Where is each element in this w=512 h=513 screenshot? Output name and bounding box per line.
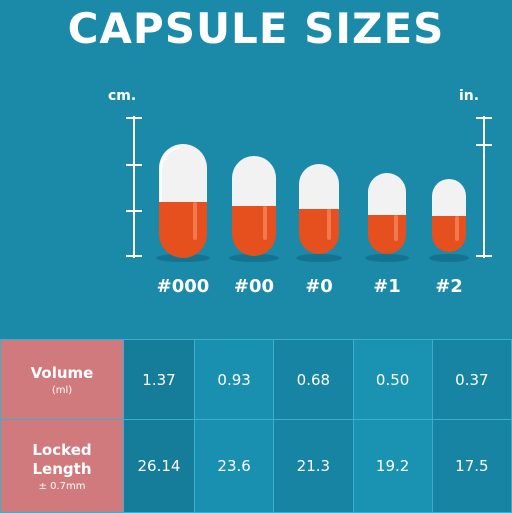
- table-cell: 21.3: [273, 419, 354, 513]
- capsule-1: [365, 173, 409, 262]
- row-label-line2: Length: [32, 459, 92, 478]
- unit-label-in: in.: [459, 88, 480, 104]
- row-header-locked-length: Locked Length ± 0.7mm: [0, 419, 124, 513]
- size-label-00: #00: [233, 276, 275, 297]
- table-cell: 0.50: [352, 339, 433, 420]
- cm-ruler: [126, 116, 142, 258]
- size-label-000: #000: [156, 276, 210, 297]
- capsule-2: [429, 179, 469, 262]
- capsule-00: [229, 156, 279, 262]
- table-cell: 0.37: [431, 339, 512, 420]
- table-cell: 0.93: [193, 339, 275, 420]
- table-cell: 0.68: [273, 339, 354, 420]
- unit-label-cm: cm.: [108, 88, 137, 104]
- capsule-000: [156, 144, 210, 262]
- row-header-volume: Volume (ml): [0, 339, 124, 420]
- table-cell: 1.37: [123, 339, 195, 420]
- table-cell: 23.6: [193, 419, 275, 513]
- size-label-2: #2: [435, 276, 463, 297]
- table-cell: 17.5: [431, 419, 512, 513]
- table-cell: 26.14: [123, 419, 195, 513]
- page-title: CAPSULE SIZES: [67, 4, 445, 53]
- row-label: Volume: [30, 363, 94, 382]
- capsule-spec-table: Volume (ml) 1.37 0.93 0.68 0.50 0.37 Loc…: [0, 339, 512, 513]
- row-sublabel: (ml): [51, 384, 73, 396]
- table-row: Locked Length ± 0.7mm 26.14 23.6 21.3 19…: [0, 419, 512, 513]
- row-sublabel: ± 0.7mm: [38, 480, 86, 492]
- row-label-line1: Locked: [32, 440, 92, 459]
- table-row: Volume (ml) 1.37 0.93 0.68 0.50 0.37: [0, 339, 512, 420]
- inch-ruler: [476, 116, 492, 258]
- size-label-1: #1: [373, 276, 401, 297]
- capsule-0: [296, 164, 342, 262]
- table-cell: 19.2: [352, 419, 433, 513]
- size-label-0: #0: [305, 276, 333, 297]
